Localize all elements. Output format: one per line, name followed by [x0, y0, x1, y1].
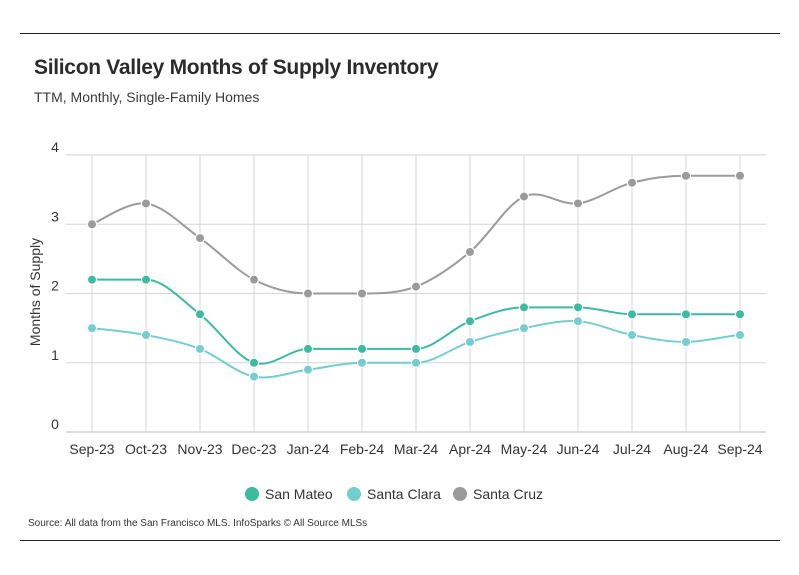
x-tick-label: Apr-24 [449, 441, 491, 457]
x-tick-label: Feb-24 [340, 441, 385, 457]
top-rule [20, 33, 780, 34]
data-point-santa-clara [464, 336, 476, 348]
grid-lines [66, 154, 766, 433]
data-point-san-mateo [194, 309, 206, 320]
data-point-san-mateo [734, 309, 746, 320]
data-point-santa-cruz [86, 219, 98, 230]
data-point-santa-cruz [194, 232, 206, 244]
y-tick-label: 0 [51, 416, 59, 432]
x-tick-label: Sep-24 [717, 441, 762, 457]
x-tick-label: Aug-24 [663, 441, 708, 457]
data-point-santa-cruz [734, 170, 746, 181]
data-point-santa-clara [302, 364, 314, 375]
y-axis-label: Months of Supply [27, 238, 43, 346]
legend-marker-santa-cruz [453, 487, 467, 501]
data-point-santa-cruz [680, 170, 692, 181]
data-point-santa-cruz [518, 191, 530, 202]
series-santa-cruz [86, 170, 746, 299]
data-point-san-mateo [140, 274, 152, 285]
chart-subtitle: TTM, Monthly, Single-Family Homes [34, 89, 260, 105]
data-point-santa-cruz [626, 177, 638, 188]
x-tick-label: May-24 [501, 441, 548, 457]
series-san-mateo [86, 274, 746, 368]
data-point-santa-clara [86, 322, 98, 334]
data-point-santa-clara [140, 329, 152, 341]
y-tick-label: 4 [51, 139, 59, 155]
data-point-santa-clara [518, 322, 530, 334]
data-point-santa-clara [248, 371, 260, 382]
bottom-rule [20, 540, 780, 541]
data-point-san-mateo [302, 343, 314, 355]
y-tick-label: 1 [51, 347, 59, 363]
legend-label-san-mateo: San Mateo [265, 486, 333, 502]
x-tick-label: Sep-23 [69, 441, 114, 457]
data-point-san-mateo [86, 274, 98, 285]
data-point-san-mateo [680, 309, 692, 320]
data-point-santa-cruz [248, 274, 260, 285]
data-point-san-mateo [410, 343, 422, 355]
legend-marker-santa-clara [347, 487, 361, 501]
data-point-san-mateo [572, 302, 584, 313]
data-point-santa-clara [572, 316, 584, 327]
series-santa-clara [86, 316, 746, 382]
chart-title: Silicon Valley Months of Supply Inventor… [34, 56, 439, 79]
legend-item-san-mateo: San Mateo [245, 486, 333, 502]
y-tick-label: 3 [51, 208, 59, 224]
x-tick-label: Jul-24 [613, 441, 651, 457]
x-tick-label: Jun-24 [557, 441, 600, 457]
x-tick-label: Oct-23 [125, 441, 167, 457]
legend-label-santa-cruz: Santa Cruz [473, 486, 543, 502]
series-group [86, 170, 746, 382]
y-tick-labels: 0 1 2 3 4 [51, 139, 59, 432]
legend-item-santa-cruz: Santa Cruz [453, 486, 543, 502]
data-point-santa-clara [194, 343, 206, 355]
data-point-santa-cruz [410, 281, 422, 292]
data-point-santa-clara [356, 357, 368, 368]
x-tick-label: Nov-23 [177, 441, 222, 457]
data-point-san-mateo [356, 343, 368, 355]
x-tick-label: Jan-24 [287, 441, 330, 457]
x-tick-label: Dec-23 [231, 441, 276, 457]
legend-item-santa-clara: Santa Clara [347, 486, 441, 502]
data-point-san-mateo [464, 316, 476, 327]
data-point-santa-clara [626, 329, 638, 341]
legend: San Mateo Santa Clara Santa Cruz [245, 486, 543, 502]
y-tick-label: 2 [51, 278, 59, 294]
data-point-santa-cruz [302, 288, 314, 299]
x-tick-label: Mar-24 [394, 441, 439, 457]
data-point-santa-cruz [572, 198, 584, 209]
x-tick-labels: Sep-23 Oct-23 Nov-23 Dec-23 Jan-24 Feb-24 Mar-… [69, 441, 762, 457]
legend-label-santa-clara: Santa Clara [367, 486, 441, 502]
data-point-santa-clara [680, 336, 692, 348]
data-point-santa-clara [410, 357, 422, 368]
data-point-santa-clara [734, 329, 746, 341]
data-point-san-mateo [248, 357, 260, 368]
data-point-santa-cruz [356, 288, 368, 299]
data-point-san-mateo [626, 309, 638, 320]
data-point-santa-cruz [464, 246, 476, 258]
data-point-san-mateo [518, 302, 530, 313]
data-point-santa-cruz [140, 198, 152, 209]
source-note: Source: All data from the San Francisco … [28, 518, 368, 529]
legend-marker-san-mateo [245, 487, 259, 501]
